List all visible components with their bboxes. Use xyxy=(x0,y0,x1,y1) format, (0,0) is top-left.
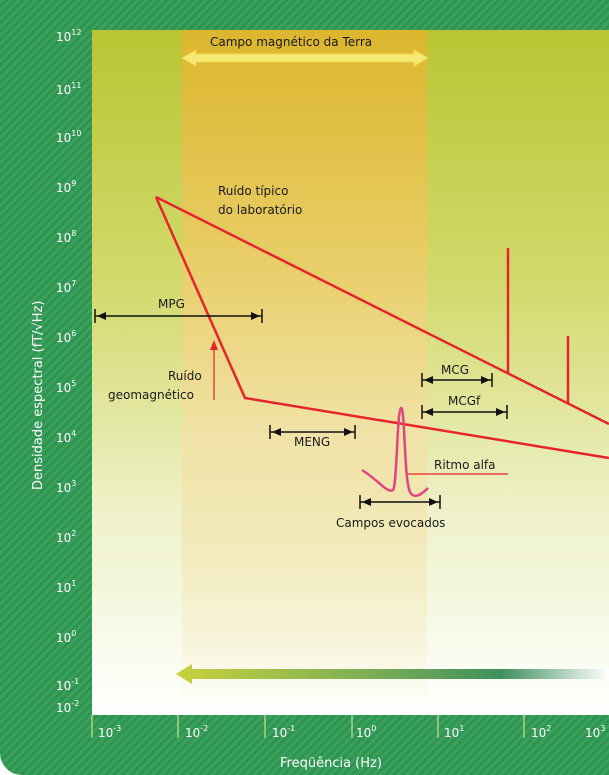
y-tick-1: 101 xyxy=(56,579,76,595)
x-tick-minus1: 10-1 xyxy=(272,724,295,740)
y-tick-12: 1012 xyxy=(56,28,81,44)
earth-field-label: Campo magnético da Terra xyxy=(210,35,372,49)
y-tick-minus2: 10-2 xyxy=(56,699,79,715)
y-tick-3: 103 xyxy=(56,479,76,495)
mcgf-label: MCGf xyxy=(448,394,481,408)
y-tick-labels: 1012 1011 1010 109 108 107 106 105 104 1… xyxy=(56,28,81,715)
geo-noise-label-line2: geomagnético xyxy=(108,388,194,402)
alpha-label: Ritmo alfa xyxy=(434,458,496,472)
mcg-label: MCG xyxy=(441,363,469,377)
x-tick-minus2: 10-2 xyxy=(185,724,208,740)
range-meng: MENG xyxy=(269,425,356,449)
y-tick-8: 108 xyxy=(56,229,76,245)
range-mcg: MCG xyxy=(421,363,493,387)
earth-field-arrow: Campo magnético da Terra xyxy=(180,35,430,67)
y-tick-5: 105 xyxy=(56,379,76,395)
y-tick-4: 104 xyxy=(56,429,76,445)
meng-label: MENG xyxy=(294,435,330,449)
y-tick-2: 102 xyxy=(56,529,76,545)
geomagnetic-noise-curve: Ruído geomagnético xyxy=(108,196,609,460)
y-tick-6: 106 xyxy=(56,329,76,345)
lab-noise-curve: Ruído típico do laboratório xyxy=(155,184,609,426)
bottom-gradient-arrow xyxy=(176,664,609,684)
y-tick-10: 1010 xyxy=(56,129,81,145)
x-axis-title: Freqüência (Hz) xyxy=(280,756,382,771)
x-tick-minus3: 10-3 xyxy=(98,724,121,740)
y-tick-7: 107 xyxy=(56,279,76,295)
y-axis-title: Densidade espectral (fT/√Hz) xyxy=(31,301,46,490)
x-tick-labels: 10-3 10-2 10-1 100 101 102 103 xyxy=(91,715,605,740)
range-evoked: Campos evocados xyxy=(336,495,445,530)
x-tick-3: 103 xyxy=(585,724,605,740)
range-mpg: MPG xyxy=(94,297,263,323)
alpha-rhythm-curve: Ritmo alfa xyxy=(361,406,508,498)
y-tick-0: 100 xyxy=(56,629,76,645)
lab-noise-label-line1: Ruído típico xyxy=(218,184,288,198)
range-markers: MPG MCG MCGf xyxy=(94,297,508,530)
geo-noise-pointer-head xyxy=(210,340,218,350)
lab-noise-label-line2: do laboratório xyxy=(218,203,302,217)
geo-noise-label-line1: Ruído xyxy=(168,369,202,383)
x-tick-1: 101 xyxy=(444,724,464,740)
earth-field-band xyxy=(182,30,427,715)
x-tick-2: 102 xyxy=(531,724,551,740)
y-tick-9: 109 xyxy=(56,179,76,195)
mpg-label: MPG xyxy=(158,297,185,311)
x-tick-0: 100 xyxy=(356,724,376,740)
plot-area xyxy=(92,30,609,715)
y-tick-11: 1011 xyxy=(56,81,81,97)
range-mcgf: MCGf xyxy=(421,394,508,419)
evoked-label: Campos evocados xyxy=(336,516,445,530)
y-tick-minus1: 10-1 xyxy=(56,677,79,693)
